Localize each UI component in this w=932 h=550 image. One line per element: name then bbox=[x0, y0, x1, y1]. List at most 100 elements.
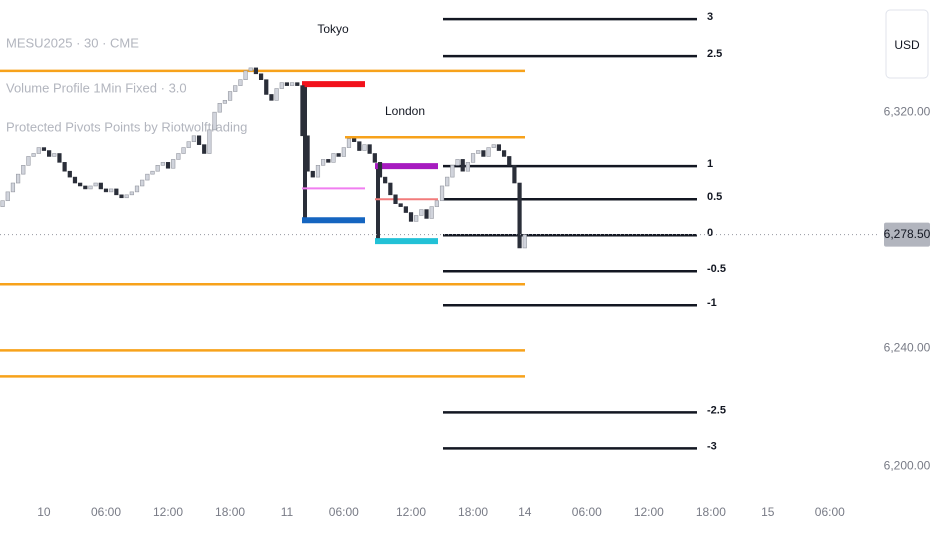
x-tick-label: 18:00 bbox=[458, 505, 488, 519]
x-tick-label: 12:00 bbox=[396, 505, 426, 519]
candle-body bbox=[372, 153, 377, 163]
candle-body bbox=[52, 153, 57, 157]
candle-body bbox=[269, 94, 274, 101]
candle-body bbox=[481, 150, 486, 157]
fib-label: 0.5 bbox=[707, 191, 722, 203]
candle-body bbox=[279, 82, 284, 89]
candle-body bbox=[253, 67, 259, 75]
candle-body bbox=[512, 165, 517, 184]
x-tick-label: 06:00 bbox=[572, 505, 602, 519]
candle-body bbox=[134, 185, 140, 193]
candle-body bbox=[367, 144, 372, 154]
candle-body bbox=[103, 188, 109, 193]
fib-label: 0 bbox=[707, 227, 713, 239]
fib-label: -3 bbox=[707, 440, 717, 452]
candle-body bbox=[377, 162, 383, 178]
candle-body bbox=[41, 147, 47, 151]
candle-body bbox=[331, 153, 336, 163]
candle-body bbox=[300, 85, 305, 137]
candle-body bbox=[78, 182, 83, 187]
y-tick-label: 6,320.00 bbox=[884, 104, 931, 118]
candle-body bbox=[140, 179, 145, 187]
indicator-label: Volume Profile 1Min Fixed · 3.0 bbox=[6, 80, 187, 95]
candle-body bbox=[196, 135, 202, 145]
candle-body bbox=[160, 162, 165, 166]
x-tick-label: 10 bbox=[37, 505, 51, 519]
candle-body bbox=[362, 144, 367, 151]
candle-body bbox=[346, 138, 352, 148]
candle-body bbox=[326, 159, 331, 163]
candle-body bbox=[341, 147, 346, 157]
fib-label: 1 bbox=[707, 158, 713, 170]
candle-body bbox=[455, 159, 460, 166]
candle-body bbox=[207, 129, 212, 154]
candle-body bbox=[352, 138, 357, 142]
fib-label: 2.5 bbox=[707, 48, 722, 60]
candle-body bbox=[388, 182, 393, 196]
candle-body bbox=[321, 159, 326, 166]
x-tick-label: 06:00 bbox=[329, 505, 359, 519]
indicator-label: Protected Pivots Points by Riotwolftradi… bbox=[6, 119, 247, 134]
candle-body bbox=[357, 141, 362, 151]
candle-body bbox=[109, 188, 114, 193]
y-tick-label: 6,200.00 bbox=[884, 459, 931, 473]
candle-body bbox=[517, 182, 522, 249]
candle-body bbox=[21, 165, 26, 175]
candle-body bbox=[486, 147, 491, 157]
candle-body bbox=[202, 144, 207, 154]
currency-button[interactable] bbox=[885, 9, 929, 79]
last-price-badge bbox=[884, 222, 930, 247]
candle-body bbox=[336, 153, 341, 157]
candle-body bbox=[393, 194, 398, 204]
candle-body bbox=[414, 215, 419, 222]
candle-body bbox=[114, 188, 119, 196]
candle-body bbox=[450, 165, 455, 178]
candle-body bbox=[98, 182, 103, 190]
candle-body bbox=[496, 144, 502, 151]
candle-body bbox=[383, 176, 388, 184]
candle-body bbox=[222, 100, 227, 104]
candle-body bbox=[233, 85, 238, 92]
candle-body bbox=[5, 191, 10, 202]
candle-body bbox=[212, 111, 217, 131]
candle-body bbox=[439, 185, 445, 202]
candle-body bbox=[83, 185, 88, 190]
candle-body bbox=[186, 141, 191, 148]
x-tick-label: 06:00 bbox=[815, 505, 845, 519]
candle-body bbox=[227, 91, 233, 101]
candle-body bbox=[501, 150, 507, 157]
x-tick-label: 14 bbox=[518, 505, 532, 519]
x-tick-label: 15 bbox=[761, 505, 775, 519]
candle-body bbox=[88, 185, 93, 190]
candle-body bbox=[31, 153, 36, 157]
session-label: London bbox=[385, 104, 425, 118]
candle-body bbox=[284, 82, 290, 86]
candle-body bbox=[445, 176, 450, 187]
candle-body bbox=[434, 200, 439, 207]
candle-body bbox=[460, 159, 465, 172]
candle-body bbox=[171, 159, 176, 169]
candle-body bbox=[26, 156, 31, 166]
candle-body bbox=[238, 79, 243, 86]
x-tick-label: 11 bbox=[281, 505, 294, 519]
x-tick-label: 12:00 bbox=[634, 505, 664, 519]
candle-body bbox=[310, 170, 315, 178]
x-tick-label: 12:00 bbox=[153, 505, 183, 519]
candle-body bbox=[176, 153, 181, 160]
candle-body bbox=[264, 79, 269, 95]
last-price-label: 6,278.50 bbox=[884, 227, 931, 241]
session-label: Tokyo bbox=[317, 22, 349, 36]
candle-body bbox=[424, 209, 429, 219]
candle-body bbox=[124, 194, 129, 199]
fib-label: 3 bbox=[707, 11, 713, 23]
candle-body bbox=[0, 200, 5, 207]
candle-body bbox=[408, 212, 414, 222]
candle-body bbox=[476, 150, 481, 154]
x-tick-label: 18:00 bbox=[696, 505, 726, 519]
candle-body bbox=[155, 165, 160, 172]
fib-label: -0.5 bbox=[707, 263, 726, 275]
candle-body bbox=[465, 162, 470, 172]
candle-body bbox=[274, 88, 279, 101]
candle-body bbox=[315, 165, 321, 178]
